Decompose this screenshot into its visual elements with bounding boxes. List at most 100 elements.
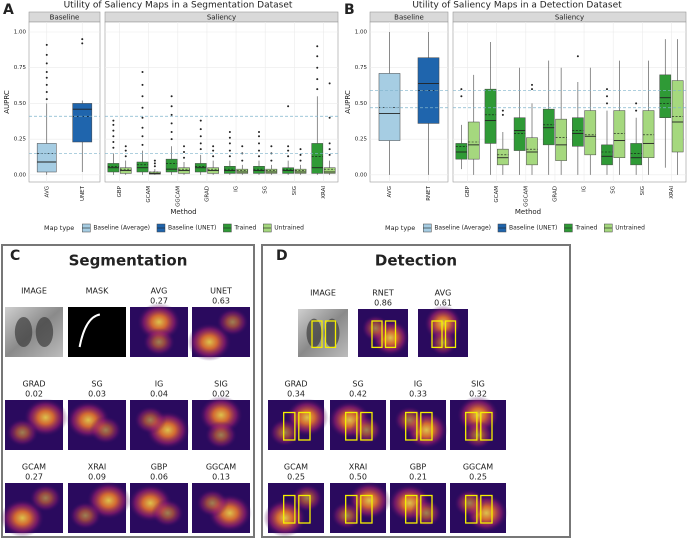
saliency-hotspot <box>187 323 232 361</box>
x-tick-label: XRAI <box>669 186 675 199</box>
outlier <box>212 155 215 158</box>
outlier <box>199 119 202 122</box>
box <box>630 143 642 166</box>
detection-box <box>480 494 493 524</box>
outlier <box>635 102 638 105</box>
outlier <box>257 135 260 138</box>
detection-box <box>345 494 358 524</box>
legend-label: Untrained <box>274 225 304 232</box>
image-score: 0.34 <box>287 390 305 399</box>
outlier <box>328 142 331 145</box>
lung <box>306 318 322 348</box>
image-score: 0.33 <box>409 390 427 399</box>
x-axis-label: Method <box>170 208 196 216</box>
saliency-hotspot <box>69 501 102 530</box>
image-label: GGCAM <box>206 463 236 472</box>
outlier <box>299 153 302 156</box>
outlier <box>45 53 48 56</box>
saliency-hotspot <box>142 328 176 356</box>
image-label: MASK <box>86 287 109 296</box>
x-tick-label: AVG <box>387 186 393 197</box>
outlier <box>153 162 156 165</box>
outlier <box>328 82 331 85</box>
y-axis-label: AUPRC <box>3 90 11 114</box>
outlier <box>170 105 173 108</box>
image-label: XRAI <box>349 463 368 472</box>
outlier <box>141 126 144 129</box>
outlier <box>299 148 302 151</box>
image-label: AVG <box>435 289 452 298</box>
box <box>659 74 672 118</box>
box <box>467 121 480 160</box>
saliency-hotspot <box>291 484 323 512</box>
detection-box <box>311 320 323 349</box>
image-label: IMAGE <box>310 289 336 298</box>
outlier <box>112 123 115 126</box>
outlier <box>257 131 260 133</box>
legend-title: Map type <box>385 224 415 232</box>
image-label: GGCAM <box>463 463 493 472</box>
y-tick-label: 1.00 <box>355 30 368 36</box>
detection-box <box>324 320 337 349</box>
outlier <box>287 105 290 108</box>
box <box>513 117 526 151</box>
outlier <box>124 155 127 158</box>
saliency-hotspot <box>198 396 244 434</box>
outlier <box>228 131 231 133</box>
image-label: GBP <box>410 463 427 472</box>
y-tick-label: 0.00 <box>355 172 368 178</box>
box <box>294 168 307 174</box>
box <box>642 110 655 158</box>
detection-box <box>405 494 418 524</box>
box <box>265 168 278 174</box>
image-score: 0.02 <box>212 390 230 399</box>
lung <box>14 317 33 347</box>
box <box>497 148 509 166</box>
saliency-hotspot <box>136 303 182 341</box>
outlier <box>112 141 115 143</box>
outlier <box>212 145 215 148</box>
outlier <box>199 128 202 131</box>
outlier <box>316 55 319 58</box>
lung <box>35 317 54 347</box>
y-axis-label: AUPRC <box>344 90 352 114</box>
image-score: 0.04 <box>150 390 168 399</box>
detection-box <box>420 411 433 441</box>
panel-letter: D <box>276 248 288 264</box>
image-score: 0.03 <box>88 390 106 399</box>
saliency-hotspot <box>151 499 184 527</box>
panel-title: Detection <box>375 252 457 270</box>
outlier <box>45 91 48 93</box>
outlier <box>270 159 273 162</box>
outlier <box>170 113 173 116</box>
outlier <box>531 83 534 86</box>
outlier <box>141 106 144 109</box>
detection-box <box>360 411 373 441</box>
x-tick-label: SG <box>611 186 617 194</box>
outlier <box>228 136 231 139</box>
box <box>526 137 538 166</box>
image-label: SG <box>352 380 363 389</box>
facet-label: Saliency <box>207 14 236 22</box>
outlier <box>328 153 331 156</box>
outlier <box>316 88 319 91</box>
x-tick-label: SG <box>263 186 269 194</box>
outlier <box>635 109 638 112</box>
outlier <box>141 116 144 119</box>
y-tick-label: 0.50 <box>355 101 368 107</box>
saliency-hotspot <box>29 484 62 512</box>
outlier <box>228 149 231 152</box>
detection-box <box>444 320 457 349</box>
outlier <box>316 66 319 69</box>
outlier <box>328 148 331 151</box>
outlier <box>316 45 319 48</box>
saliency-hotspot <box>429 329 457 357</box>
x-tick-label: IG <box>234 186 240 192</box>
chart-title: Utility of Saliency Maps in a Detection … <box>412 1 622 11</box>
outlier <box>257 149 260 152</box>
panel-letter: A <box>3 2 14 18</box>
panel-c-frame <box>1 244 255 538</box>
image-label: SG <box>91 380 102 389</box>
y-tick-label: 0.00 <box>14 172 27 178</box>
